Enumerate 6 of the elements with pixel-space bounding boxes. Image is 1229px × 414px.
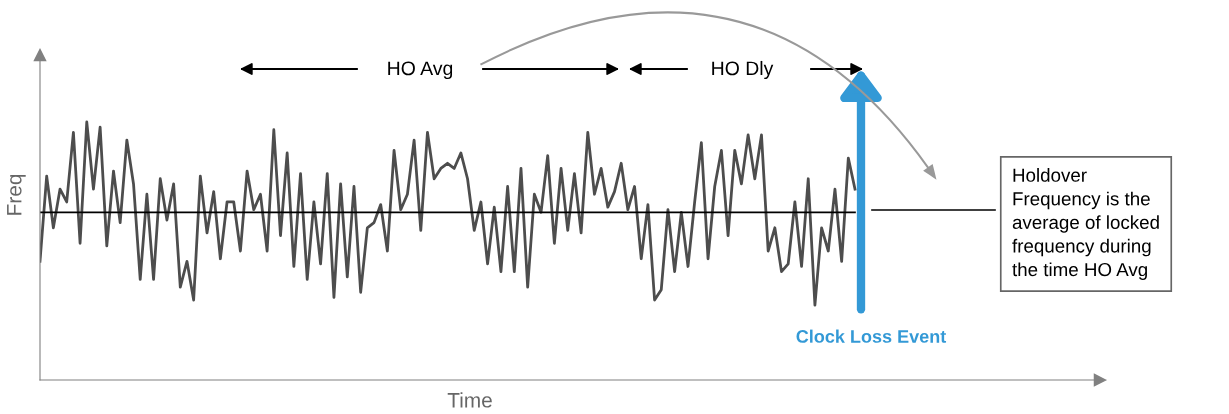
annotation: Clock Loss Event — [796, 329, 947, 343]
text: HO Avg — [388, 61, 453, 80]
text: HO Dly — [712, 60, 774, 80]
text: Holdover Frequency is the average of locked frequency during the time HO Avg — [1012, 168, 1159, 280]
x-axis-title: Time — [447, 392, 492, 408]
y-axis-title: Freq — [7, 174, 26, 215]
